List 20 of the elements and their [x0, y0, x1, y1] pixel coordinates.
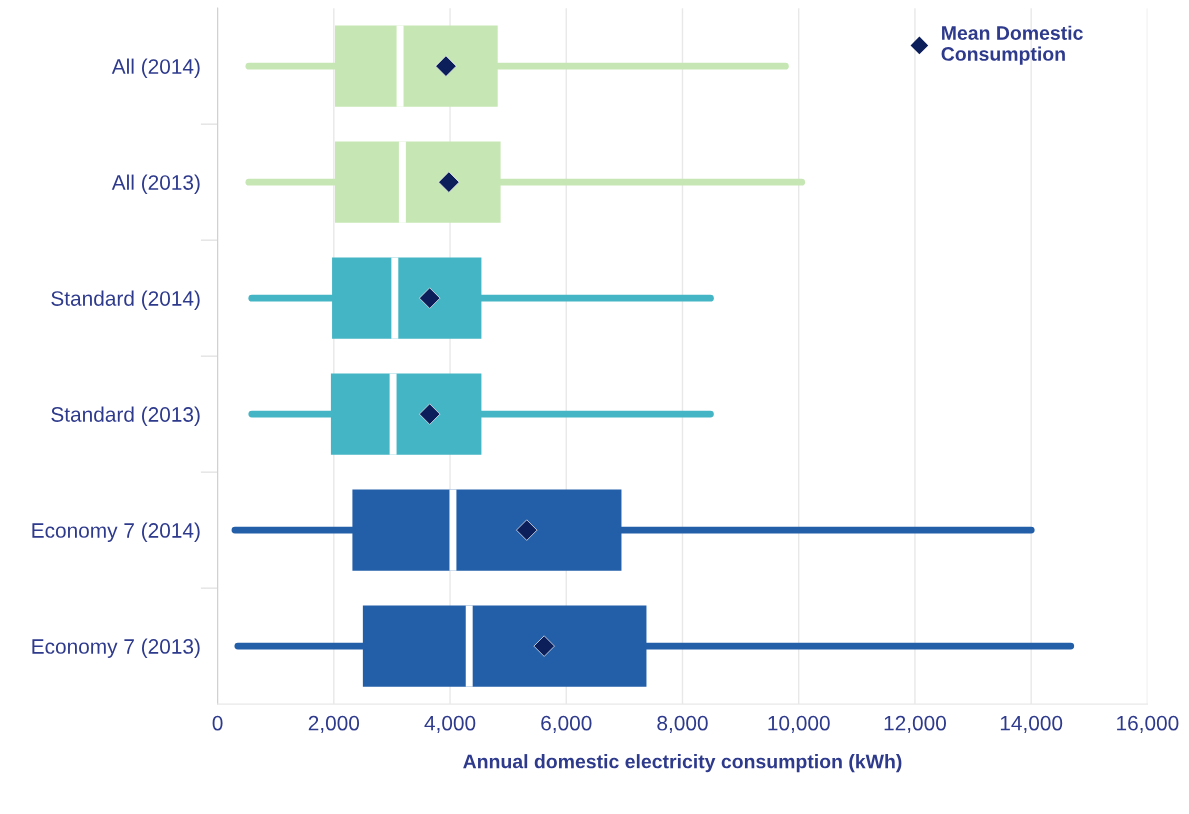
x-tick-label: 0 [212, 715, 223, 731]
y-tick-label: All (2014) [111, 58, 200, 78]
y-tick-label: All (2013) [111, 174, 200, 194]
x-tick-label: 2,000 [308, 715, 360, 733]
y-tick-label: Standard (2013) [51, 406, 200, 426]
x-tick-label: 4,000 [424, 715, 476, 733]
y-tick-label: Economy 7 (2014) [32, 522, 200, 542]
legend-label: Mean Domestic Consumption [941, 25, 1083, 65]
y-tick-label: Economy 7 (2013) [32, 638, 200, 658]
x-tick-label: 16,000 [1117, 715, 1179, 733]
x-tick-label: 12,000 [884, 715, 946, 733]
y-tick-label: Standard (2014) [51, 290, 200, 310]
point [435, 55, 457, 77]
x-axis-title: Annual domestic electricity consumption (kWh) [463, 754, 902, 773]
x-tick-label: 14,000 [1000, 715, 1063, 733]
point [419, 287, 441, 309]
x-tick-label: 10,000 [768, 715, 830, 733]
x-tick-label: 6,000 [541, 715, 592, 733]
x-tick-label: 8,000 [657, 715, 708, 733]
point [438, 171, 460, 193]
